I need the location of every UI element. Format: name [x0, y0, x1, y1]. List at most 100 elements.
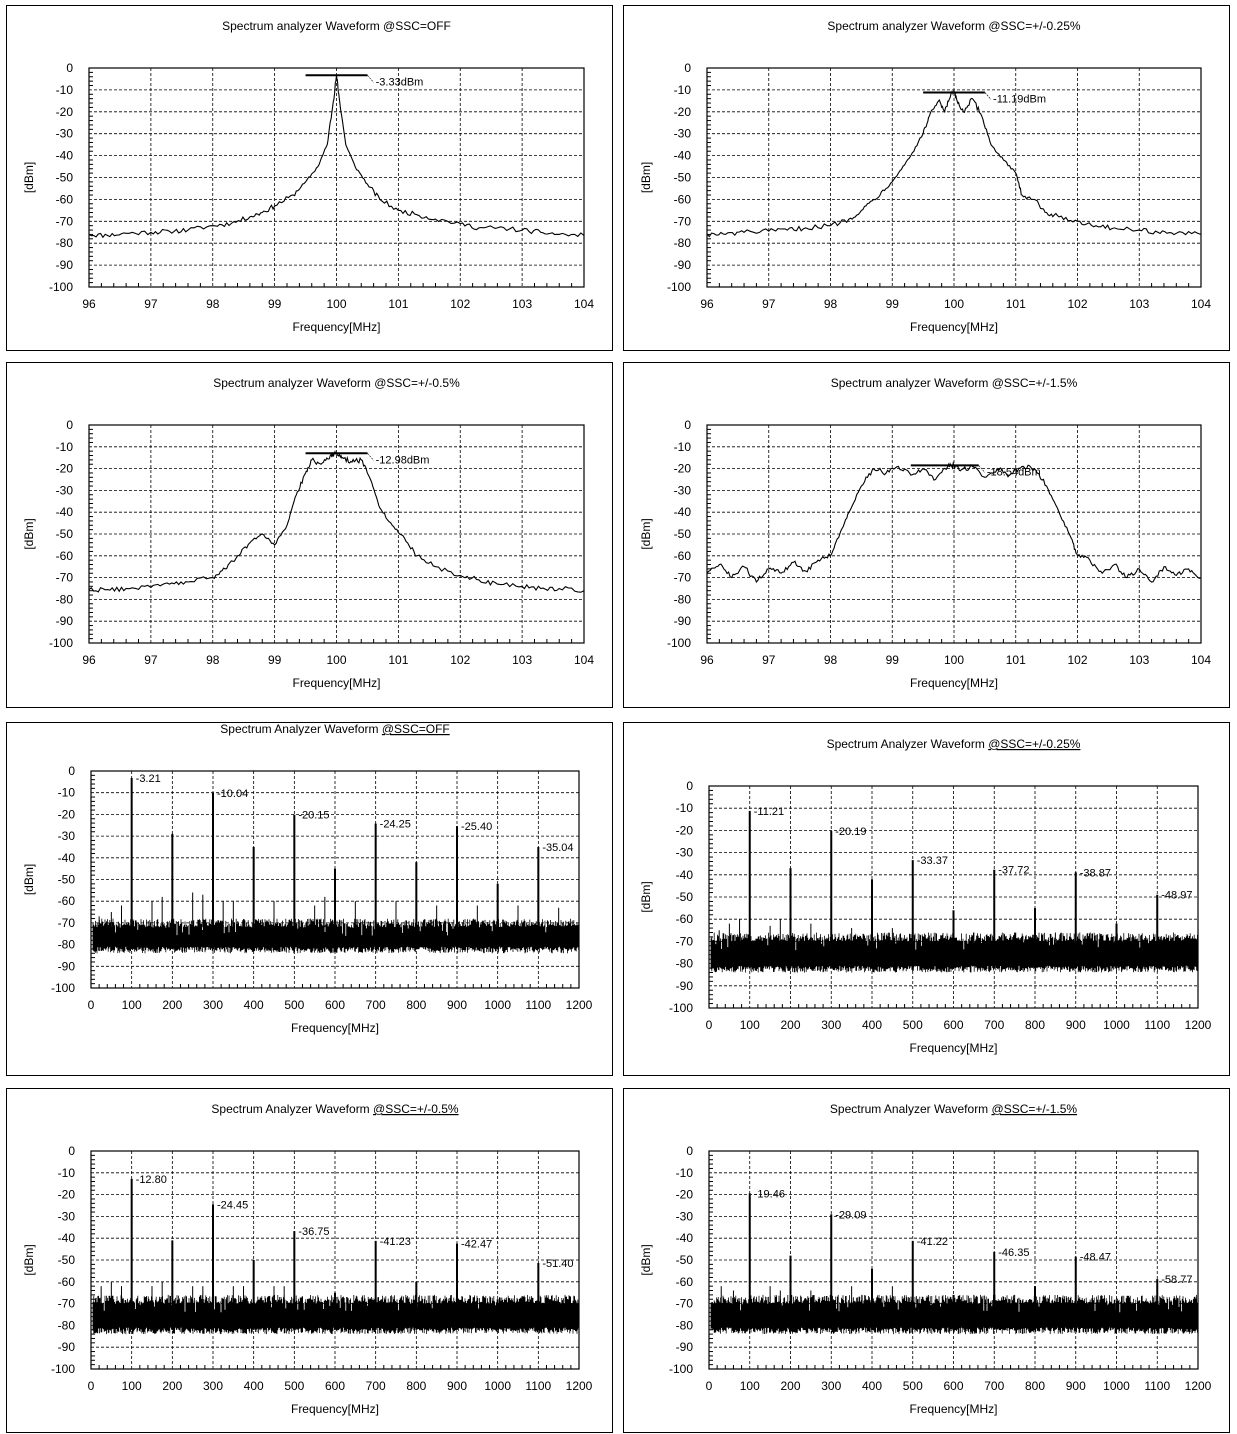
y-axis-label: [dBm] — [22, 162, 36, 193]
x-tick-label: 0 — [706, 1018, 713, 1032]
y-tick-label: -100 — [667, 636, 691, 650]
y-tick-label: 0 — [68, 764, 75, 778]
x-tick-label: 1000 — [484, 1379, 511, 1393]
x-tick-label: 102 — [450, 653, 470, 667]
chart-title: Spectrum Analyzer Waveform @SSC=+/-0.5% — [211, 1102, 458, 1116]
x-tick-label: 1000 — [1103, 1018, 1130, 1032]
y-tick-label: -90 — [58, 959, 76, 973]
x-tick-label: 500 — [284, 998, 304, 1012]
y-tick-label: -10 — [674, 83, 692, 97]
peak-annotation: -3.21 — [136, 773, 161, 785]
plot-frame — [88, 67, 585, 288]
chart-panel-6: Spectrum Analyzer Waveform @SSC=+/-0.25%… — [623, 722, 1230, 1076]
chart-svg: Spectrum analyzer Waveform @SSC=+/-1.5% -… — [639, 376, 1211, 690]
y-axis-label: [dBm] — [639, 162, 653, 193]
grid — [89, 68, 584, 287]
y-tick-label: -10 — [58, 1166, 76, 1180]
minor-ticks — [91, 774, 572, 988]
chart-svg: Spectrum Analyzer Waveform @SSC=+/-0.5% -… — [22, 1102, 593, 1416]
x-tick-label: 101 — [388, 297, 408, 311]
y-tick-label: -20 — [58, 807, 76, 821]
annotations: -11.19dBm — [923, 91, 1046, 106]
annotations: -12.80 -24.45 -36.75 -41.23 -42.47 -51.40 — [136, 1174, 574, 1270]
y-tick-label: -100 — [49, 280, 73, 294]
x-tick-label: 400 — [862, 1379, 882, 1393]
x-tick-label: 96 — [82, 653, 96, 667]
x-tick-label: 97 — [762, 297, 776, 311]
peak-annotation: -48.97 — [1161, 890, 1192, 902]
x-tick-label: 98 — [206, 297, 220, 311]
y-axis-label: [dBm] — [639, 881, 653, 912]
chart-panel-2: Spectrum analyzer Waveform @SSC=+/-0.25%… — [623, 5, 1230, 351]
x-tick-label: 96 — [700, 297, 714, 311]
minor-ticks — [89, 428, 573, 643]
y-tick-label: -10 — [676, 801, 694, 815]
y-axis-label: [dBm] — [22, 1244, 36, 1275]
y-tick-label: -100 — [51, 1362, 75, 1376]
peak-annotation: -41.22 — [917, 1236, 948, 1248]
x-tick-label: 98 — [824, 297, 838, 311]
y-tick-label: -40 — [676, 868, 694, 882]
x-tick-label: 97 — [144, 297, 158, 311]
annotation-leader — [367, 453, 374, 461]
series — [92, 777, 579, 954]
y-tick-label: -50 — [676, 890, 694, 904]
x-axis-label: Frequency[MHz] — [291, 1021, 379, 1035]
plot-frame — [90, 1150, 580, 1370]
x-axis-label: Frequency[MHz] — [292, 676, 380, 690]
series — [88, 75, 585, 239]
chart-title: Spectrum analyzer Waveform @SSC=OFF — [222, 19, 451, 33]
x-tick-label: 0 — [706, 1379, 713, 1393]
chart-svg: Spectrum analyzer Waveform @SSC=+/-0.25%… — [639, 19, 1211, 334]
x-tick-label: 103 — [512, 297, 532, 311]
y-tick-label: -100 — [49, 636, 73, 650]
grid — [709, 786, 1198, 1008]
peak-annotation: -24.45 — [217, 1199, 248, 1211]
x-tick-label: 97 — [144, 653, 158, 667]
x-tick-label: 1000 — [1103, 1379, 1130, 1393]
annotation-leader — [978, 465, 986, 473]
x-tick-label: 1200 — [566, 1379, 593, 1393]
y-tick-label: -70 — [58, 1297, 76, 1311]
x-tick-label: 400 — [862, 1018, 882, 1032]
y-tick-label: -30 — [56, 127, 74, 141]
x-tick-label: 800 — [406, 998, 426, 1012]
y-tick-label: -100 — [669, 1001, 693, 1015]
x-tick-label: 900 — [1066, 1379, 1086, 1393]
annotation-leader — [984, 92, 992, 100]
x-tick-label: 400 — [244, 1379, 264, 1393]
tick-labels: 96 97 98 99 100 101 102 103 104 0 -10 -20 -30 -40 -50 -… — [49, 418, 594, 667]
chart-svg: Spectrum analyzer Waveform @SSC=+/-0.5% -… — [22, 376, 594, 690]
tick-labels: 0 100 200 300 400 500 600 700 800 900 1000 1100 1200… — [669, 779, 1212, 1032]
peak-annotation: -37.72 — [998, 865, 1029, 877]
peak-annotation: -41.23 — [380, 1236, 411, 1248]
x-tick-label: 500 — [903, 1379, 923, 1393]
x-tick-label: 0 — [88, 998, 95, 1012]
y-tick-label: -40 — [56, 149, 74, 163]
minor-ticks — [707, 428, 1190, 643]
y-tick-label: -20 — [674, 462, 692, 476]
x-tick-label: 102 — [1067, 297, 1087, 311]
y-tick-label: -70 — [674, 571, 692, 585]
tick-labels: 96 97 98 99 100 101 102 103 104 0 -10 -20 -30 -40 -50 -… — [49, 61, 594, 311]
y-tick-label: -30 — [56, 483, 74, 497]
y-tick-label: -80 — [674, 592, 692, 606]
peak-annotation: -3.33dBm — [376, 76, 424, 88]
x-tick-label: 102 — [1067, 653, 1087, 667]
chart-title: Spectrum Analyzer Waveform @SSC=+/-0.25% — [827, 737, 1081, 751]
x-tick-label: 600 — [943, 1379, 963, 1393]
y-tick-label: -30 — [674, 127, 692, 141]
annotations: -12.98dBm — [305, 452, 429, 466]
y-tick-label: -80 — [56, 236, 74, 250]
y-tick-label: -100 — [51, 981, 75, 995]
y-tick-label: -60 — [58, 894, 76, 908]
x-tick-label: 500 — [284, 1379, 304, 1393]
y-tick-label: -50 — [56, 171, 74, 185]
minor-ticks — [709, 789, 1191, 1008]
x-tick-label: 100 — [944, 297, 964, 311]
y-tick-label: -10 — [56, 440, 74, 454]
y-tick-label: -40 — [674, 505, 692, 519]
y-tick-label: -50 — [674, 171, 692, 185]
tick-labels: 0 100 200 300 400 500 600 700 800 900 1000 1100 1200… — [51, 764, 593, 1012]
y-tick-label: -40 — [674, 149, 692, 163]
